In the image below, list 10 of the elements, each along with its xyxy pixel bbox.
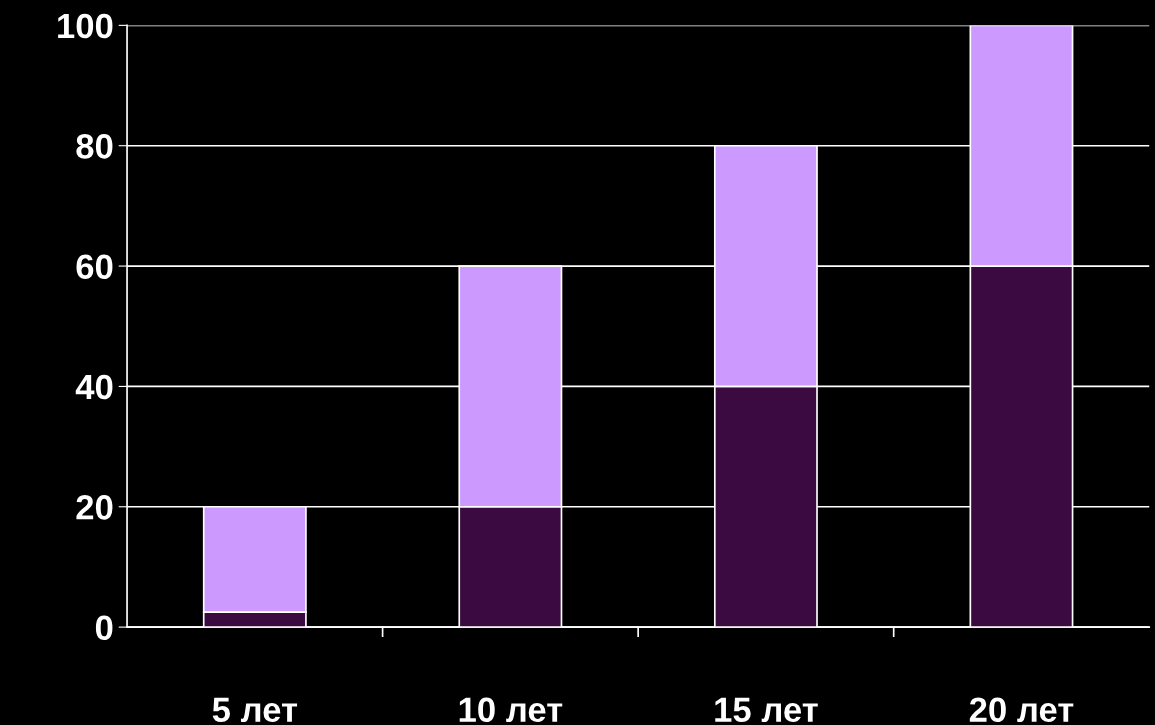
y-tick-label: 100 bbox=[58, 13, 113, 39]
y-tick-label: 80 bbox=[76, 134, 113, 159]
x-tick-label: 20 лет bbox=[969, 697, 1074, 723]
x-tick-label: 15 лет bbox=[715, 697, 818, 723]
y-tick-label: 40 bbox=[75, 374, 113, 400]
y-tick-label: 0 bbox=[95, 615, 113, 641]
y-tick-label: 60 bbox=[76, 254, 113, 279]
y-tick-label: 20 bbox=[76, 495, 113, 520]
x-tick-label: 5 лет bbox=[212, 697, 298, 723]
x-tick-label: 10 лет bbox=[459, 697, 563, 723]
